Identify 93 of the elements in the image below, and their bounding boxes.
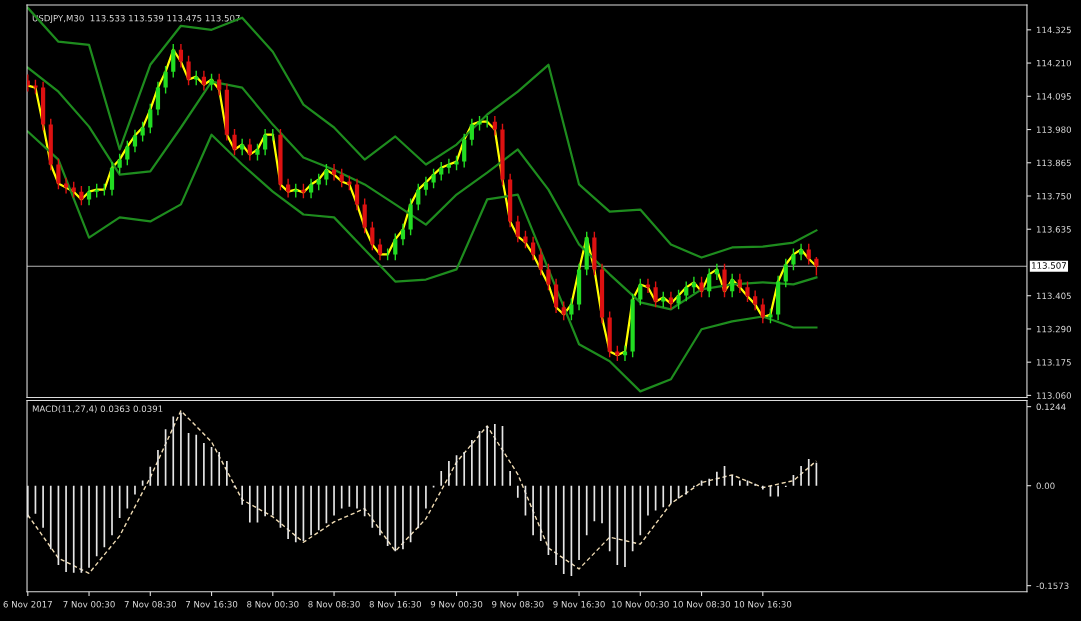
candlestick — [109, 161, 115, 197]
candlestick — [56, 158, 61, 191]
candlestick — [339, 168, 344, 189]
candlestick — [331, 163, 337, 182]
y-tick-label: 0.00 — [1036, 482, 1055, 490]
candlestick — [653, 280, 658, 308]
x-tick-label: 6 Nov 2017 — [3, 600, 52, 608]
y-tick-label: 114.325 — [1036, 26, 1071, 34]
candlestick — [362, 197, 367, 234]
candlestick — [423, 175, 429, 197]
candlestick — [201, 70, 206, 92]
candlestick — [561, 300, 566, 321]
y-tick-label: 113.060 — [1036, 392, 1072, 399]
candlestick — [140, 121, 145, 143]
candlestick — [806, 242, 811, 266]
x-tick-label: 10 Nov 08:30 — [673, 600, 731, 608]
candlestick — [691, 275, 696, 294]
candlestick — [178, 43, 184, 69]
candlestick — [171, 43, 176, 79]
candlestick — [354, 177, 360, 211]
x-tick-label: 9 Nov 00:30 — [430, 600, 483, 608]
x-tick-label: 8 Nov 00:30 — [247, 600, 299, 608]
candlestick — [569, 297, 574, 321]
candlestick — [370, 221, 375, 252]
candlestick — [753, 289, 758, 311]
candlestick — [217, 73, 222, 97]
text: MACD(11,27,4) 0.0363 0.0391 — [32, 405, 163, 414]
line-series — [27, 48, 818, 357]
candlestick — [783, 258, 788, 289]
candlestick — [63, 177, 69, 195]
x-tick-label: 8 Nov 08:30 — [308, 600, 360, 608]
y-tick-label: 113.980 — [1036, 126, 1072, 133]
y-tick-label: 113.405 — [1036, 292, 1071, 300]
y-tick-label: 114.095 — [1036, 93, 1071, 100]
y-tick-label: 113.865 — [1036, 159, 1071, 167]
candlestick — [760, 297, 765, 324]
x-tick-label: 8 Nov 16:30 — [369, 600, 422, 608]
candlestick — [798, 242, 804, 261]
candlestick — [132, 129, 138, 154]
x-tick-label: 7 Nov 00:30 — [63, 600, 115, 608]
candlestick — [492, 115, 497, 137]
candlestick — [722, 262, 727, 298]
candlestick — [622, 345, 628, 362]
candlestick — [814, 256, 819, 277]
candlestick — [308, 177, 314, 200]
candlestick — [186, 55, 191, 87]
candlestick — [446, 158, 451, 175]
candlestick — [638, 277, 643, 306]
candlestick — [645, 277, 651, 294]
candlestick — [125, 140, 130, 167]
candlestick — [163, 65, 168, 95]
line-series — [27, 6, 818, 259]
y-tick-label: 113.750 — [1036, 192, 1072, 200]
candlestick — [515, 214, 520, 243]
y-tick-label: 114.210 — [1036, 59, 1072, 67]
candlestick — [155, 81, 161, 117]
candlestick — [684, 280, 689, 302]
candlestick — [791, 247, 796, 271]
candlestick — [538, 247, 543, 276]
line-series — [27, 66, 818, 311]
candlestick — [439, 161, 444, 182]
x-tick-label: 9 Nov 08:30 — [492, 600, 544, 608]
candlestick — [707, 267, 712, 298]
candlestick — [462, 133, 467, 169]
y-tick-label: -0.1573 — [1036, 582, 1069, 590]
x-tick-label: 7 Nov 08:30 — [124, 600, 177, 608]
candlestick — [546, 262, 551, 291]
x-tick-label: 10 Nov 00:30 — [612, 600, 669, 608]
candlestick — [745, 280, 750, 303]
candlestick — [324, 163, 329, 187]
candlestick — [247, 138, 252, 162]
candlestick — [263, 128, 268, 156]
y-tick-label: 113.290 — [1036, 325, 1072, 333]
x-tick-label: 10 Nov 16:30 — [734, 600, 792, 608]
candlestick — [232, 128, 237, 156]
y-tick-label: 113.635 — [1036, 226, 1071, 233]
candlestick — [469, 118, 474, 147]
candlestick — [553, 277, 559, 314]
line-series — [27, 130, 818, 393]
candlestick — [714, 262, 719, 281]
x-tick-label: 7 Nov 16:30 — [185, 600, 238, 608]
y-tick-label: 113.175 — [1036, 359, 1071, 366]
candlestick — [148, 103, 153, 134]
candlestick — [416, 183, 421, 211]
ref-line-label: 113.507 — [1032, 262, 1066, 269]
candlestick — [431, 168, 436, 189]
candlestick — [393, 232, 398, 261]
candlestick — [117, 153, 122, 175]
candlestick — [286, 177, 291, 199]
x-tick-label: 9 Nov 16:30 — [553, 600, 605, 608]
candlestick — [676, 288, 681, 310]
y-tick-label: 0.1244 — [1036, 403, 1066, 411]
candlestick — [699, 275, 704, 298]
